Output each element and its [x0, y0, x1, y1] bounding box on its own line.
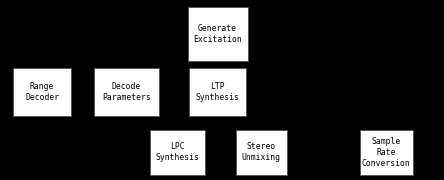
Text: Sample
Rate
Conversion: Sample Rate Conversion [362, 136, 411, 168]
FancyBboxPatch shape [189, 68, 246, 116]
Text: LPC
Synthesis: LPC Synthesis [156, 142, 199, 162]
FancyBboxPatch shape [235, 130, 287, 175]
Text: Stereo
Unmixing: Stereo Unmixing [242, 142, 281, 162]
FancyBboxPatch shape [150, 130, 205, 175]
FancyBboxPatch shape [13, 68, 71, 116]
Text: LTP
Synthesis: LTP Synthesis [196, 82, 239, 102]
Text: Range
Decoder: Range Decoder [25, 82, 59, 102]
Text: Decode
Parameters: Decode Parameters [102, 82, 151, 102]
FancyBboxPatch shape [360, 130, 413, 175]
FancyBboxPatch shape [94, 68, 159, 116]
FancyBboxPatch shape [187, 7, 248, 61]
Text: Generate
Excitation: Generate Excitation [193, 24, 242, 44]
